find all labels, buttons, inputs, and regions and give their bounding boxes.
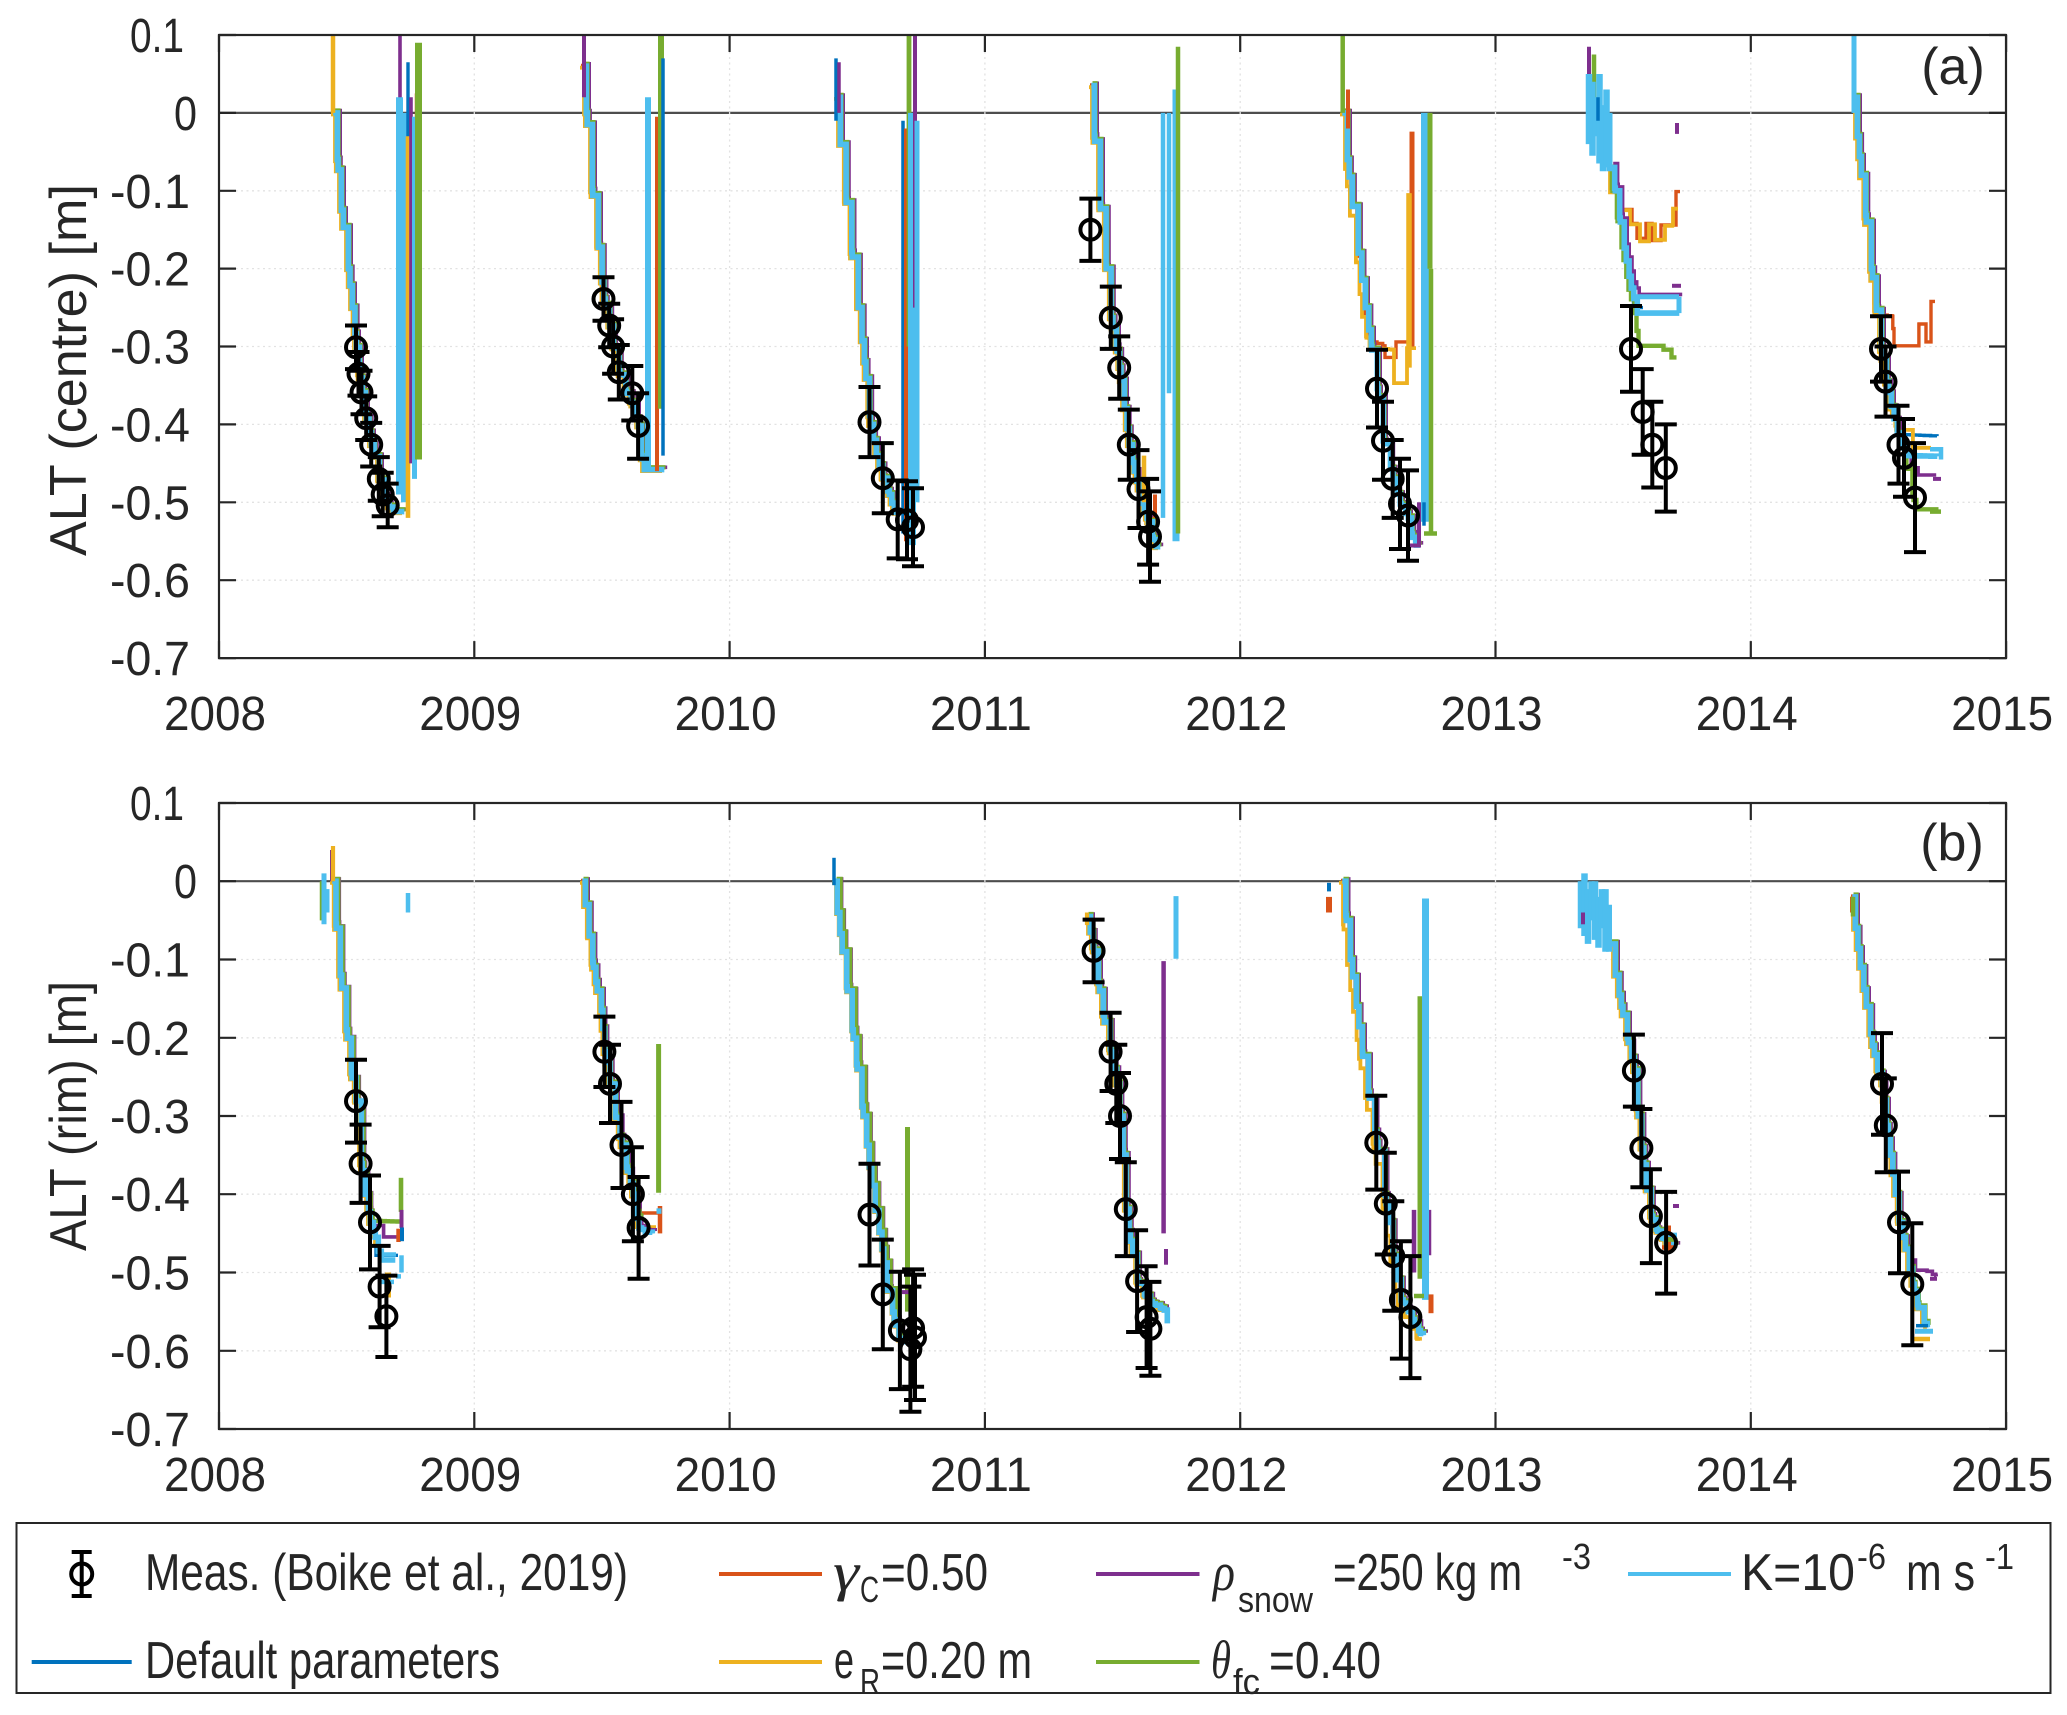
svg-text:-0.2: -0.2 (110, 244, 190, 297)
svg-text:-1: -1 (1985, 1536, 2014, 1577)
svg-text:(a): (a) (1921, 38, 1985, 96)
svg-text:0: 0 (174, 856, 197, 909)
svg-text:-0.1: -0.1 (110, 935, 190, 988)
svg-text:0.1: 0.1 (130, 10, 184, 63)
svg-text:2010: 2010 (675, 688, 777, 741)
svg-text:e: e (834, 1632, 854, 1690)
svg-text:-0.4: -0.4 (110, 399, 190, 452)
svg-text:-0.5: -0.5 (110, 477, 190, 530)
svg-text:2012: 2012 (1185, 1449, 1287, 1502)
svg-text:-0.3: -0.3 (110, 1091, 190, 1144)
svg-text:2015: 2015 (1951, 1449, 2053, 1502)
svg-text:-0.7: -0.7 (110, 1404, 190, 1457)
svg-text:2008: 2008 (164, 688, 266, 741)
svg-text:2013: 2013 (1441, 1449, 1543, 1502)
svg-text:2012: 2012 (1185, 688, 1287, 741)
svg-text:Meas. (Boike et al., 2019): Meas. (Boike et al., 2019) (145, 1544, 628, 1602)
svg-text:-0.1: -0.1 (110, 166, 190, 219)
svg-text:-3: -3 (1562, 1536, 1591, 1577)
svg-text:2010: 2010 (675, 1449, 777, 1502)
svg-text:-0.6: -0.6 (110, 1326, 190, 1379)
svg-text:R: R (860, 1661, 880, 1702)
svg-text:-0.5: -0.5 (110, 1248, 190, 1301)
svg-text:snow: snow (1238, 1579, 1314, 1620)
svg-text:2013: 2013 (1441, 688, 1543, 741)
svg-text:Default parameters: Default parameters (145, 1632, 500, 1690)
svg-text:-0.4: -0.4 (110, 1169, 190, 1222)
svg-text:θ: θ (1211, 1630, 1231, 1690)
svg-text:=250 kg m: =250 kg m (1333, 1544, 1522, 1602)
svg-text:-0.7: -0.7 (110, 633, 190, 686)
svg-text:-0.6: -0.6 (110, 555, 190, 608)
svg-text:2014: 2014 (1696, 688, 1798, 741)
svg-text:0.1: 0.1 (130, 778, 184, 831)
svg-text:2015: 2015 (1951, 688, 2053, 741)
svg-text:C: C (860, 1569, 879, 1610)
svg-text:m s: m s (1906, 1544, 1975, 1602)
svg-text:2014: 2014 (1696, 1449, 1798, 1502)
svg-text:-6: -6 (1857, 1536, 1886, 1577)
svg-text:=0.40: =0.40 (1269, 1632, 1381, 1690)
svg-text:-0.2: -0.2 (110, 1013, 190, 1066)
svg-text:2009: 2009 (419, 1449, 521, 1502)
svg-text:(b): (b) (1920, 814, 1984, 872)
svg-text:=0.20 m: =0.20 m (881, 1632, 1032, 1690)
svg-text:0: 0 (174, 88, 197, 141)
svg-text:K=10: K=10 (1741, 1544, 1855, 1602)
svg-text:ALT (centre) [m]: ALT (centre) [m] (40, 184, 98, 556)
svg-text:ρ: ρ (1211, 1542, 1235, 1602)
svg-text:γ: γ (833, 1542, 861, 1602)
svg-text:2011: 2011 (930, 1449, 1032, 1502)
svg-text:fc: fc (1233, 1661, 1260, 1702)
svg-text:=0.50: =0.50 (881, 1544, 988, 1602)
svg-text:2011: 2011 (930, 688, 1032, 741)
svg-text:-0.3: -0.3 (110, 322, 190, 375)
svg-text:2008: 2008 (164, 1449, 266, 1502)
svg-text:ALT (rim) [m]: ALT (rim) [m] (40, 981, 98, 1251)
svg-text:2009: 2009 (419, 688, 521, 741)
